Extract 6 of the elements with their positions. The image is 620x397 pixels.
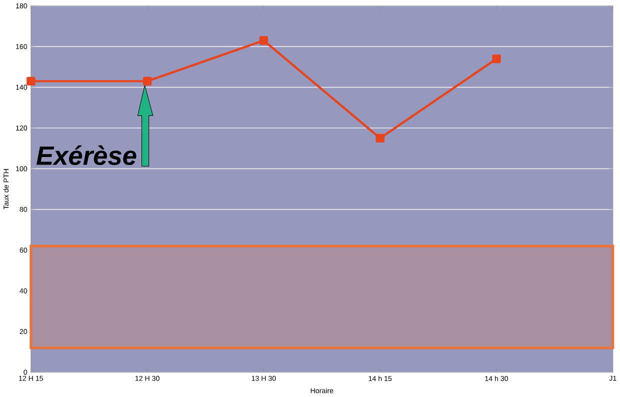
point [492,54,501,64]
point [142,77,152,86]
annotation: Exérèse [36,146,136,166]
point [259,36,268,46]
point [376,134,384,143]
point [26,77,36,86]
